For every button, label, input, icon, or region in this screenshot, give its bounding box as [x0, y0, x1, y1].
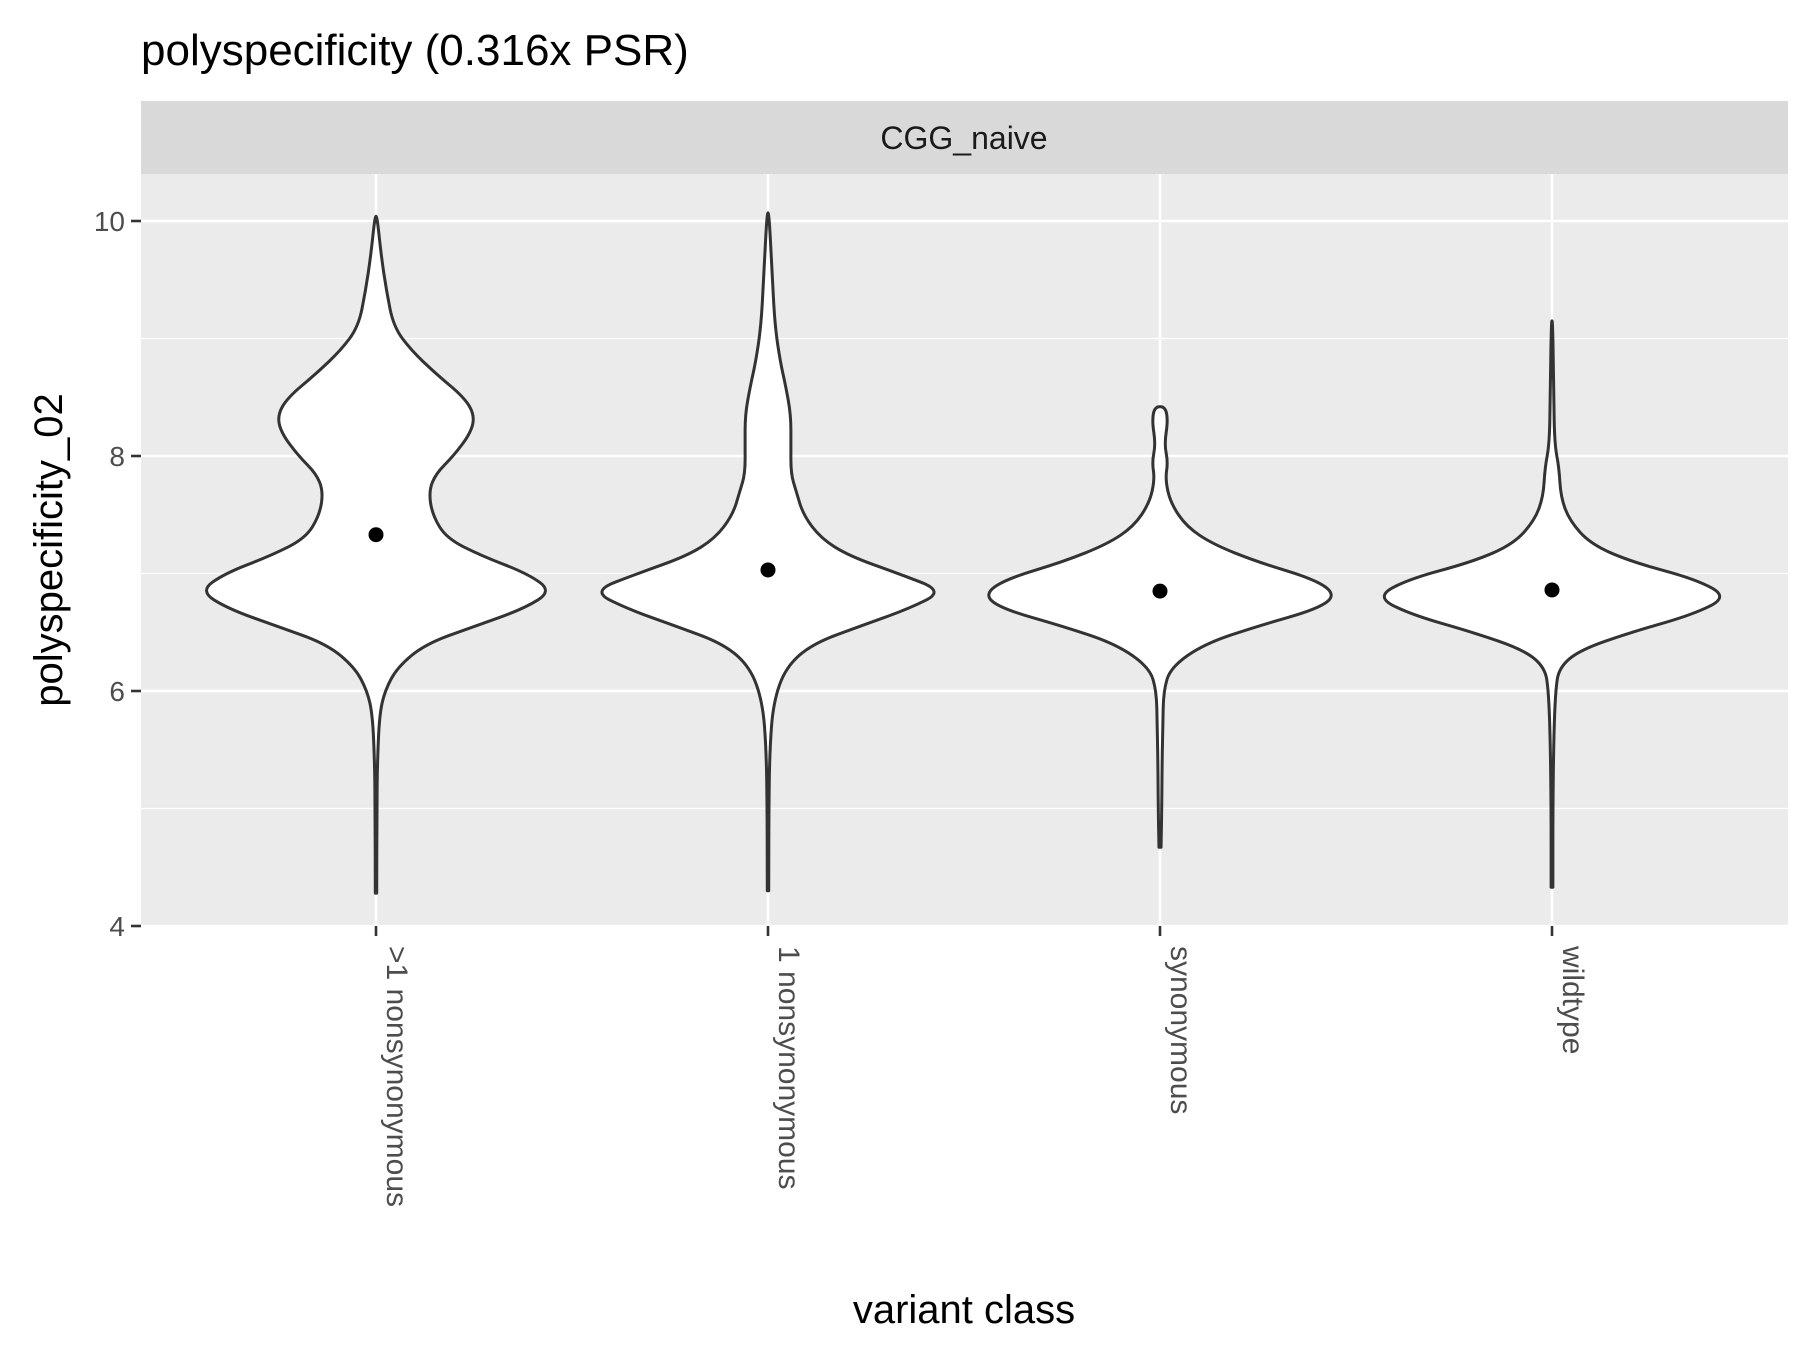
violins: [205, 211, 1722, 895]
x-tick-label: 1 nonsynonymous: [772, 946, 805, 1190]
x-axis: >1 nonsynonymous 1 nonsynonymous synonymou…: [374, 926, 1589, 1207]
x-tick-label: >1 nonsynonymous: [380, 946, 413, 1207]
x-tick-label: synonymous: [1164, 946, 1197, 1114]
mean-point-4: [1544, 582, 1560, 598]
chart-title: polyspecificity (0.316x PSR): [141, 26, 689, 75]
mean-point-3: [1152, 583, 1168, 599]
violin-1: [205, 214, 547, 895]
mean-point-1: [368, 527, 384, 543]
y-tick-label: 4: [109, 911, 125, 942]
facet-strip: [141, 101, 1788, 174]
y-tick-label: 8: [109, 441, 125, 472]
violin-2: [600, 211, 936, 893]
y-tick-label: 6: [109, 676, 125, 707]
y-axis-title: polyspecificity_02: [27, 393, 71, 707]
violin-3: [987, 405, 1333, 849]
x-tick-label: wildtype: [1556, 945, 1589, 1054]
mean-point-2: [760, 562, 776, 578]
y-axis: 4 6 8 10: [94, 206, 141, 942]
x-axis-title: variant class: [853, 1288, 1075, 1332]
y-tick-label: 10: [94, 206, 125, 237]
mean-points: [368, 527, 1560, 599]
violin-4: [1382, 319, 1722, 889]
facet-strip-label: CGG_naive: [880, 120, 1047, 156]
